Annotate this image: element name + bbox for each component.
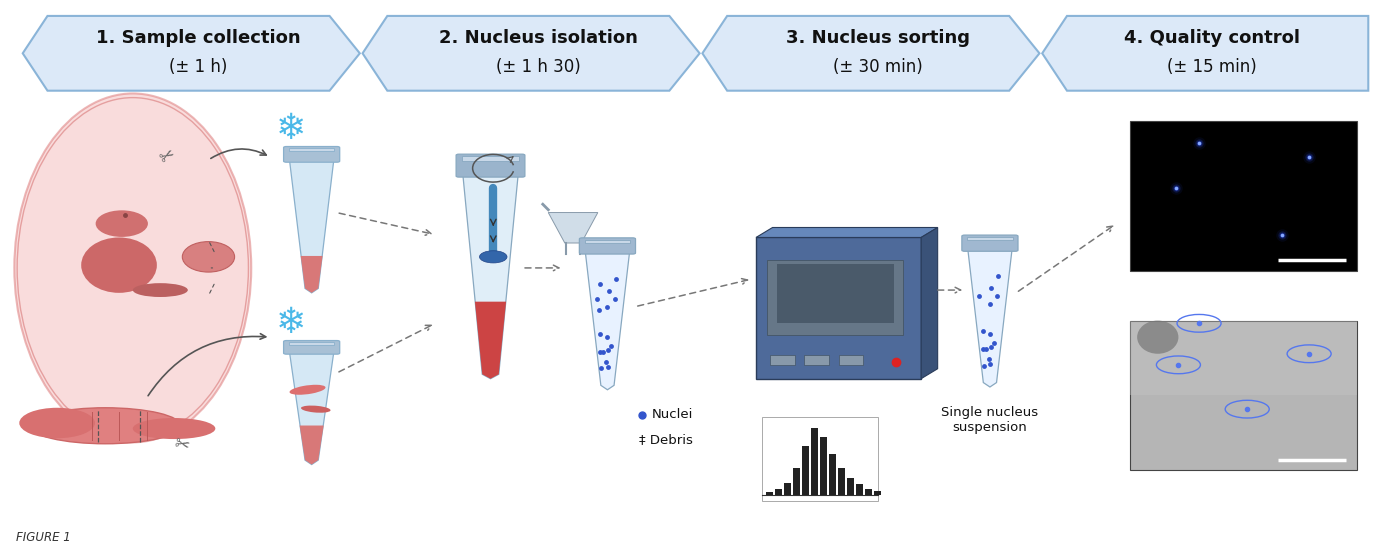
Text: ✂: ✂: [156, 146, 178, 169]
Bar: [874, 492, 882, 495]
Bar: [802, 446, 809, 495]
Text: Nuclei: Nuclei: [651, 408, 693, 421]
Bar: [856, 484, 864, 495]
Ellipse shape: [479, 251, 506, 263]
Ellipse shape: [19, 408, 95, 438]
Bar: [784, 483, 791, 495]
Bar: [805, 355, 829, 365]
Bar: [1130, 320, 1358, 470]
Text: (± 1 h): (± 1 h): [168, 58, 228, 76]
Ellipse shape: [95, 210, 148, 237]
Bar: [1130, 320, 1358, 395]
Polygon shape: [301, 256, 323, 293]
Bar: [288, 342, 334, 345]
Text: Single nucleus
suspension: Single nucleus suspension: [941, 406, 1039, 434]
Polygon shape: [1042, 16, 1369, 91]
Bar: [828, 454, 836, 495]
Bar: [770, 355, 795, 365]
Bar: [288, 148, 334, 151]
Bar: [810, 428, 818, 495]
Text: FIGURE 1: FIGURE 1: [15, 531, 70, 544]
FancyBboxPatch shape: [283, 340, 339, 354]
Bar: [792, 468, 800, 495]
Ellipse shape: [132, 418, 215, 439]
Bar: [462, 156, 519, 161]
Polygon shape: [967, 250, 1012, 387]
Text: ❄: ❄: [276, 113, 306, 146]
Polygon shape: [920, 228, 937, 379]
Polygon shape: [462, 176, 518, 379]
Text: ❄: ❄: [276, 306, 306, 340]
Text: (± 30 min): (± 30 min): [834, 58, 923, 76]
Ellipse shape: [29, 408, 181, 444]
FancyBboxPatch shape: [756, 238, 920, 379]
FancyBboxPatch shape: [283, 147, 339, 162]
Polygon shape: [290, 161, 334, 293]
Polygon shape: [363, 16, 700, 91]
Polygon shape: [290, 353, 334, 464]
Text: (± 1 h 30): (± 1 h 30): [495, 58, 581, 76]
FancyBboxPatch shape: [962, 235, 1018, 251]
Bar: [967, 237, 1013, 240]
Polygon shape: [756, 228, 937, 238]
Text: 4. Quality control: 4. Quality control: [1125, 29, 1300, 47]
Text: 3. Nucleus sorting: 3. Nucleus sorting: [785, 29, 970, 47]
FancyBboxPatch shape: [777, 264, 894, 323]
Ellipse shape: [290, 385, 326, 395]
FancyBboxPatch shape: [457, 154, 524, 177]
Bar: [839, 355, 864, 365]
Text: 2. Nucleus isolation: 2. Nucleus isolation: [439, 29, 638, 47]
Text: ✂: ✂: [171, 435, 190, 456]
Polygon shape: [585, 253, 629, 390]
Bar: [1130, 121, 1358, 271]
FancyBboxPatch shape: [762, 417, 879, 501]
Polygon shape: [22, 16, 360, 91]
Text: ‡ Debris: ‡ Debris: [639, 433, 693, 446]
Text: 1. Sample collection: 1. Sample collection: [95, 29, 301, 47]
Polygon shape: [299, 426, 324, 464]
Bar: [766, 492, 773, 495]
Ellipse shape: [1137, 320, 1179, 354]
Ellipse shape: [301, 406, 331, 413]
Ellipse shape: [81, 238, 157, 293]
Polygon shape: [475, 302, 506, 379]
FancyBboxPatch shape: [580, 238, 636, 254]
Bar: [838, 468, 846, 495]
Ellipse shape: [132, 283, 188, 297]
Bar: [865, 489, 872, 495]
Bar: [820, 437, 827, 495]
Bar: [585, 239, 631, 243]
Ellipse shape: [14, 94, 251, 442]
Text: (± 15 min): (± 15 min): [1167, 58, 1257, 76]
Bar: [847, 478, 854, 495]
FancyBboxPatch shape: [767, 260, 904, 335]
Ellipse shape: [182, 242, 235, 272]
Polygon shape: [702, 16, 1039, 91]
Bar: [774, 489, 782, 495]
Polygon shape: [548, 213, 598, 243]
